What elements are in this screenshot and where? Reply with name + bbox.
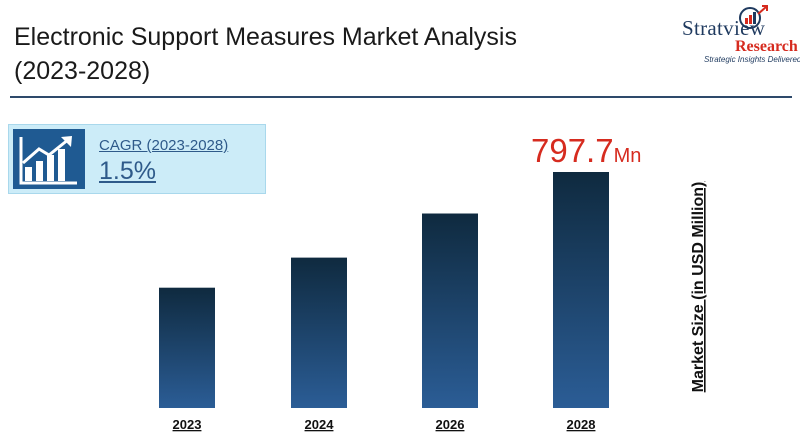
growth-chart-icon: [13, 129, 85, 189]
logo-subword: Research: [735, 38, 798, 55]
cagr-label: CAGR (2023-2028): [99, 137, 229, 154]
logo-mark-icon: [739, 5, 768, 29]
highlight-value: 797.7: [531, 132, 614, 169]
y-axis-label: Market Size (in USD Million): [690, 182, 707, 393]
logo-wordmark: Stratview: [682, 16, 766, 40]
header-divider: [10, 96, 792, 98]
bar-2024: [291, 257, 347, 408]
title-line-1: Electronic Support Measures Market Analy…: [14, 23, 517, 51]
x-tick-label: 2028: [567, 417, 596, 432]
highlight-unit: Mn: [614, 145, 642, 167]
title-line-2: (2023-2028): [14, 57, 151, 85]
x-tick-label: 2024: [305, 417, 335, 432]
cagr-panel: CAGR (2023-2028) 1.5%: [8, 124, 266, 194]
x-tick-label: 2023: [173, 417, 202, 432]
highlight-value-label: 797.7Mn: [531, 132, 641, 169]
stratview-logo: Stratview ® Research Strategic Insights …: [672, 4, 800, 66]
y-axis-label-text: Market Size (in USD Million): [690, 182, 707, 393]
bar-2026: [422, 213, 478, 408]
x-tick-label: 2026: [436, 417, 465, 432]
bar-2023: [159, 287, 215, 408]
page-title: Electronic Support Measures Market Analy…: [14, 20, 614, 88]
bar-2028: [553, 172, 609, 408]
logo-tagline: Strategic Insights Delivered: [704, 55, 800, 64]
cagr-value: 1.5%: [99, 157, 156, 185]
